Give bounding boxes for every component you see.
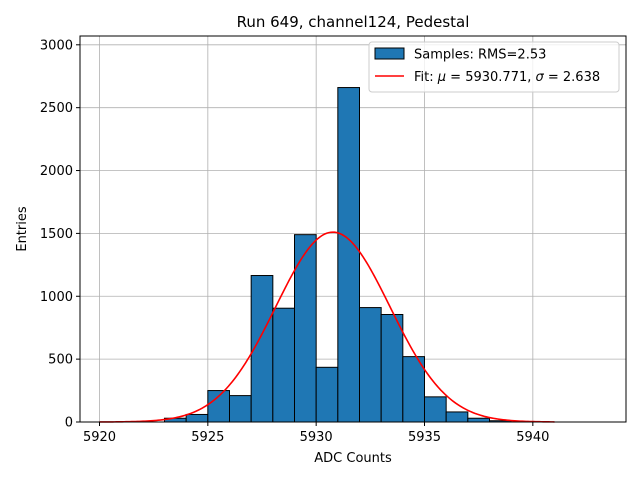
histogram-bar	[424, 396, 447, 423]
histogram-bars	[164, 87, 512, 423]
legend-fit-mu-symbol: μ	[437, 70, 446, 85]
x-tick-label: 5935	[408, 430, 441, 445]
histogram-bar	[272, 307, 296, 423]
y-tick-label: 2500	[40, 101, 73, 116]
histogram-bar	[445, 411, 469, 423]
histogram-bar	[337, 87, 361, 423]
x-tick-label: 5920	[83, 430, 116, 445]
fit-curve	[99, 231, 555, 423]
legend-fit-sigma-symbol: σ	[536, 70, 545, 85]
y-tick-label: 3000	[40, 38, 73, 53]
x-tick-label: 5925	[191, 430, 224, 445]
legend-fit-label: Fit: μ = 5930.771, σ = 2.638	[414, 70, 600, 85]
y-tick-label: 0	[65, 416, 73, 431]
x-tick-label: 5930	[300, 430, 333, 445]
x-axis-title: ADC Counts	[314, 451, 392, 466]
y-tick-label: 1000	[40, 290, 73, 305]
y-tick-label: 500	[48, 353, 73, 368]
legend-fit-prefix: Fit:	[414, 70, 438, 85]
legend-histogram-label: Samples: RMS=2.53	[414, 48, 546, 63]
histogram-bar	[359, 307, 382, 423]
histogram-bar	[185, 413, 209, 423]
axis-ticks: 5920 5925 5930 5935 5940 0 500 1000 1500 2000 2500…	[40, 38, 549, 445]
y-tick-label: 2000	[40, 164, 73, 179]
histogram-bar	[380, 313, 404, 423]
histogram-bar	[315, 366, 339, 423]
histogram-bar	[229, 395, 252, 423]
histogram-bar	[467, 417, 491, 423]
y-tick-label: 1500	[40, 227, 73, 242]
y-axis-title: Entries	[15, 206, 30, 252]
legend-histogram-swatch	[374, 47, 405, 60]
plot-frame	[79, 35, 627, 423]
x-tick-label: 5940	[516, 430, 549, 445]
histogram-bar	[402, 356, 426, 423]
histogram-bar	[294, 234, 317, 423]
legend-box	[368, 41, 620, 93]
fit-curve-layer	[99, 231, 555, 423]
legend-fit-sigma-value: = 2.638	[544, 70, 600, 85]
legend: Samples: RMS=2.53 Fit: μ = 5930.771, σ =…	[368, 41, 620, 93]
chart-title: Run 649, channel124, Pedestal	[237, 13, 470, 31]
legend-fit-mu-value: = 5930.771,	[446, 70, 535, 85]
